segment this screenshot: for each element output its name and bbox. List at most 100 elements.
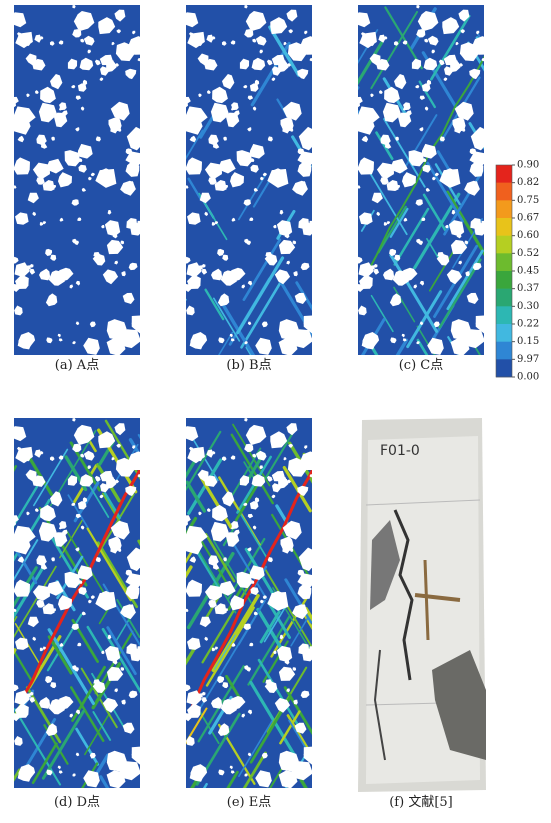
aggregate: [59, 526, 63, 530]
aggregate: [46, 337, 53, 344]
aggregate: [98, 431, 116, 449]
aggregate: [252, 453, 257, 458]
damage-band: [199, 711, 220, 745]
aggregate: [36, 599, 45, 608]
aggregate: [251, 474, 266, 487]
aggregate: [208, 134, 219, 146]
aggregate: [270, 431, 288, 449]
aggregate: [411, 58, 422, 70]
aggregate: [417, 11, 439, 32]
aggregate: [199, 616, 211, 628]
aggregate: [470, 126, 484, 151]
aggregate: [425, 187, 430, 192]
simulation-panel: [358, 5, 484, 355]
aggregate: [82, 497, 88, 503]
aggregate: [130, 554, 134, 559]
aggregate: [93, 252, 101, 258]
colorbar-label: 0.37: [517, 283, 539, 294]
aggregate: [262, 172, 267, 177]
aggregate: [128, 451, 140, 470]
aggregate: [132, 445, 136, 449]
aggregate: [108, 116, 122, 132]
aggregate: [451, 210, 456, 215]
aggregate: [32, 636, 36, 641]
aggregate: [29, 264, 34, 268]
aggregate: [249, 565, 265, 580]
aggregate: [119, 329, 140, 349]
aggregate: [369, 53, 381, 66]
panel-caption: (a) A点: [55, 358, 99, 373]
aggregate: [298, 126, 312, 151]
aggregate: [247, 547, 252, 552]
aggregate: [261, 752, 268, 759]
aggregate: [402, 172, 416, 188]
aggregate: [223, 136, 227, 141]
aggregate: [280, 536, 294, 552]
aggregate: [26, 93, 30, 98]
aggregate: [230, 595, 244, 611]
aggregate: [58, 40, 64, 45]
aggregate: [247, 127, 252, 132]
aggregate: [48, 699, 65, 715]
colorbar-label: 0.45: [517, 266, 539, 277]
damage-band: [128, 438, 140, 459]
aggregate: [443, 77, 448, 81]
colorbar: 0.90 0.82 0.75 0.67 0.60 0.52 0.45 0.37 0.30 0.22…: [495, 160, 539, 383]
aggregate: [455, 42, 459, 46]
aggregate: [247, 280, 253, 286]
aggregate: [273, 650, 277, 655]
aggregate: [78, 164, 87, 173]
aggregate: [300, 690, 310, 698]
damage-band: [393, 286, 416, 323]
aggregate: [214, 180, 227, 191]
aggregate: [224, 608, 228, 612]
aggregate: [474, 134, 478, 139]
damage-band: [186, 707, 208, 745]
aggregate: [59, 107, 63, 111]
aggregate: [72, 5, 76, 9]
aggregate: [207, 508, 211, 512]
damage-band: [67, 494, 90, 530]
aggregate: [27, 616, 39, 628]
aggregate: [204, 211, 208, 216]
aggregate: [210, 102, 230, 123]
aggregate: [361, 135, 369, 143]
aggregate: [394, 74, 407, 90]
colorbar-band: [496, 271, 512, 289]
aggregate: [112, 660, 118, 665]
aggregate: [34, 449, 42, 458]
aggregate: [266, 59, 273, 66]
aggregate: [52, 608, 56, 612]
colorbar-label: 0.60: [517, 230, 539, 241]
aggregate: [403, 107, 407, 111]
simulation-panel: [14, 418, 140, 788]
aggregate: [43, 592, 50, 597]
aggregate: [303, 746, 312, 765]
aggregate: [379, 90, 383, 94]
aggregate: [249, 217, 254, 221]
aggregate: [57, 765, 61, 770]
damage-band: [416, 325, 436, 355]
damage-band: [259, 610, 281, 644]
aggregate: [422, 158, 427, 162]
damage-band: [250, 41, 291, 107]
damage-band: [422, 193, 447, 232]
aggregate: [201, 697, 208, 703]
aggregate: [297, 573, 312, 589]
aggregate: [77, 83, 87, 92]
damage-band: [66, 530, 106, 595]
aggregate: [255, 770, 272, 788]
aggregate: [21, 276, 26, 280]
aggregate: [456, 234, 462, 239]
aggregate: [45, 293, 58, 307]
aggregate: [114, 423, 126, 436]
aggregate: [230, 172, 244, 188]
aggregate: [104, 220, 121, 237]
aggregate: [193, 276, 198, 280]
aggregate: [131, 315, 140, 334]
damage-band: [87, 483, 110, 518]
damage-band: [190, 774, 201, 788]
aggregate: [58, 455, 64, 460]
damage-band: [186, 298, 187, 302]
